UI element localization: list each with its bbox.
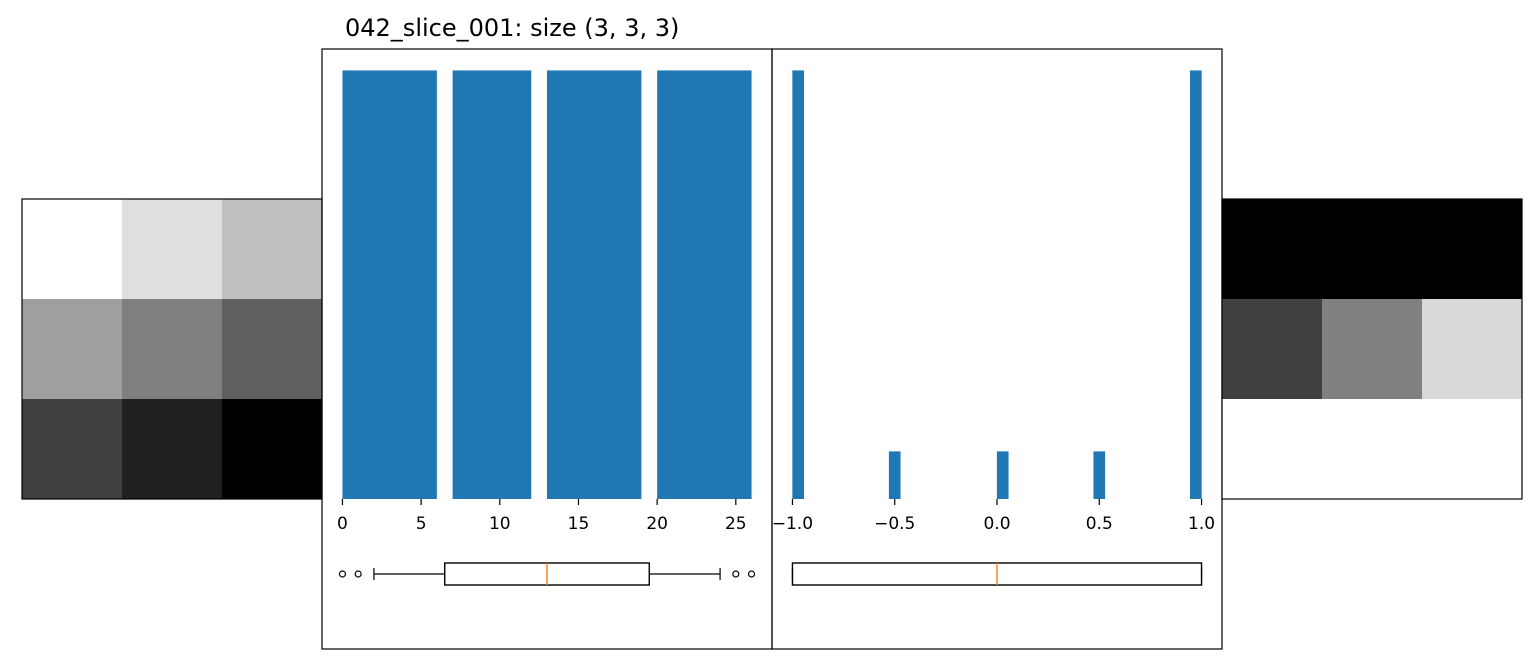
x-tick-label: 0 xyxy=(337,514,348,534)
heatmap-cell xyxy=(122,199,223,300)
heatmap-cell xyxy=(222,199,323,300)
value-histogram-x-axis: −1.0 −0.5 0.0 0.5 1.0 xyxy=(772,499,1215,534)
heatmap-cell xyxy=(1222,299,1323,400)
heatmap-cell xyxy=(1322,299,1423,400)
output-slice-heatmap xyxy=(1222,199,1523,500)
heatmap-cell xyxy=(1422,399,1523,500)
histogram-bar xyxy=(1093,451,1105,499)
x-tick-label: −1.0 xyxy=(772,514,813,534)
histogram-bar xyxy=(547,70,641,499)
heatmap-cell xyxy=(122,399,223,500)
x-tick-label: 1.0 xyxy=(1188,514,1215,534)
histogram-bar xyxy=(342,70,436,499)
x-tick-label: 20 xyxy=(646,514,668,534)
index-boxplot xyxy=(339,563,754,585)
heatmap-cell xyxy=(1222,399,1323,500)
histogram-bar xyxy=(997,451,1009,499)
heatmap-cell xyxy=(1322,199,1423,300)
heatmap-cell xyxy=(1222,199,1323,300)
histogram-bar xyxy=(657,70,751,499)
heatmap-cell xyxy=(22,299,123,400)
x-tick-label: 10 xyxy=(489,514,511,534)
boxplot-flier xyxy=(749,571,755,577)
boxplot-flier xyxy=(355,571,361,577)
histogram-bar xyxy=(453,70,532,499)
heatmap-cell xyxy=(1422,299,1523,400)
input-slice-heatmap xyxy=(22,199,323,500)
heatmap-cell xyxy=(22,199,123,300)
boxplot-flier xyxy=(733,571,739,577)
heatmap-cell xyxy=(122,299,223,400)
value-panel-frame xyxy=(772,49,1222,649)
heatmap-cell xyxy=(222,299,323,400)
x-tick-label: 0.5 xyxy=(1086,514,1113,534)
index-histogram-x-axis: 0 5 10 15 20 25 xyxy=(337,499,747,534)
histogram-bar xyxy=(792,70,804,499)
heatmap-cell xyxy=(1422,199,1523,300)
heatmap-cell xyxy=(222,399,323,500)
heatmap-cell xyxy=(1322,399,1423,500)
value-boxplot xyxy=(792,563,1201,585)
histogram-bar xyxy=(1190,70,1202,499)
x-tick-label: 25 xyxy=(725,514,747,534)
x-tick-label: −0.5 xyxy=(874,514,915,534)
value-histogram xyxy=(792,70,1201,499)
x-tick-label: 0.0 xyxy=(983,514,1010,534)
figure-title: 042_slice_001: size (3, 3, 3) xyxy=(345,14,679,42)
heatmap-cell xyxy=(22,399,123,500)
x-tick-label: 15 xyxy=(568,514,590,534)
boxplot-flier xyxy=(339,571,345,577)
index-histogram xyxy=(342,70,751,499)
x-tick-label: 5 xyxy=(416,514,427,534)
histogram-bar xyxy=(889,451,901,499)
